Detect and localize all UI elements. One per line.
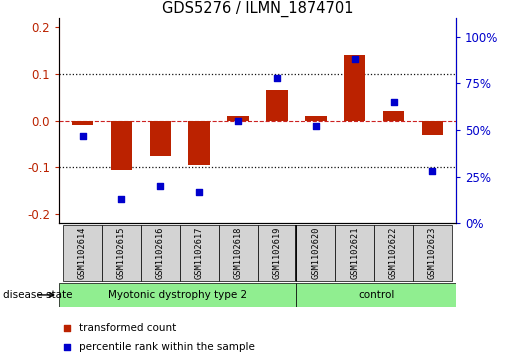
Text: transformed count: transformed count [79, 323, 176, 333]
Point [78, 133, 87, 139]
Text: GSM1102619: GSM1102619 [272, 227, 281, 280]
Bar [422, 121, 443, 135]
Text: GSM1102615: GSM1102615 [117, 227, 126, 280]
Point [117, 196, 126, 202]
Bar [111, 121, 132, 170]
Bar [150, 121, 171, 156]
Bar [102, 225, 141, 281]
Bar [383, 111, 404, 121]
Text: control: control [358, 290, 394, 300]
Text: disease state: disease state [3, 290, 72, 300]
Bar [63, 225, 102, 281]
Text: GSM1102623: GSM1102623 [428, 227, 437, 280]
Bar [335, 225, 374, 281]
Point [428, 168, 437, 174]
Point [195, 189, 203, 195]
Text: GSM1102614: GSM1102614 [78, 227, 87, 280]
Point [312, 123, 320, 129]
Point [234, 118, 242, 123]
Bar [296, 225, 335, 281]
Text: GSM1102616: GSM1102616 [156, 227, 165, 280]
Point [63, 344, 71, 350]
Bar [227, 116, 249, 121]
Point [273, 75, 281, 81]
Bar [188, 121, 210, 165]
Bar [59, 283, 296, 307]
Bar [72, 121, 93, 125]
Text: GSM1102620: GSM1102620 [311, 227, 320, 280]
Bar [141, 225, 180, 281]
Point [389, 99, 398, 105]
Text: GSM1102618: GSM1102618 [234, 227, 243, 280]
Title: GDS5276 / ILMN_1874701: GDS5276 / ILMN_1874701 [162, 1, 353, 17]
Point [63, 325, 71, 331]
Bar [258, 225, 296, 281]
Text: GSM1102617: GSM1102617 [195, 227, 204, 280]
Bar [374, 225, 413, 281]
Bar [305, 116, 327, 121]
Point [351, 56, 359, 62]
Text: GSM1102622: GSM1102622 [389, 227, 398, 280]
Point [156, 183, 164, 189]
Bar [296, 283, 456, 307]
Bar [344, 56, 365, 121]
Bar [266, 90, 288, 121]
Bar [413, 225, 452, 281]
Text: Myotonic dystrophy type 2: Myotonic dystrophy type 2 [108, 290, 247, 300]
Bar [219, 225, 258, 281]
Text: GSM1102621: GSM1102621 [350, 227, 359, 280]
Text: percentile rank within the sample: percentile rank within the sample [79, 342, 255, 352]
Bar [180, 225, 219, 281]
